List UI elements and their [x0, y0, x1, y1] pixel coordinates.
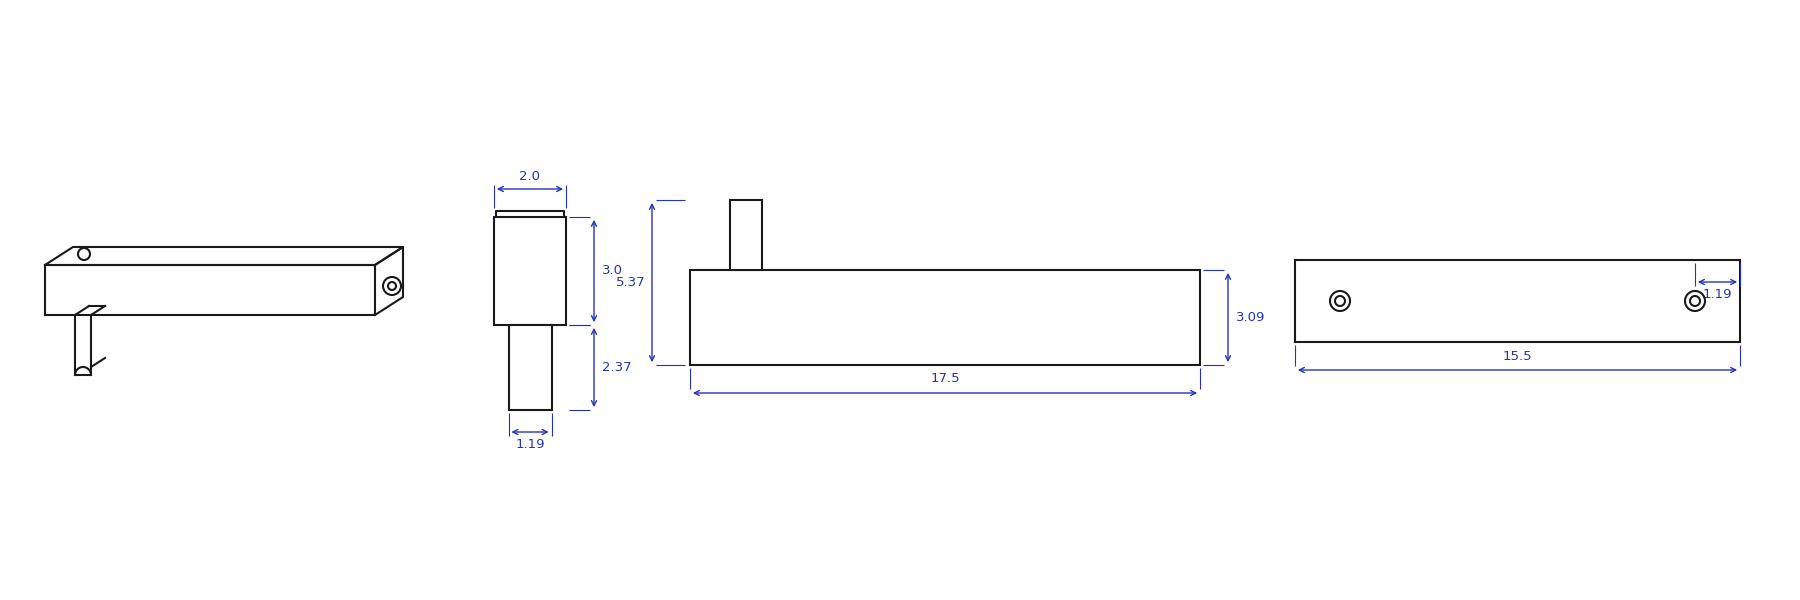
Text: 1.19: 1.19 [515, 439, 545, 451]
Bar [731, 200, 761, 270]
Text: 17.5: 17.5 [931, 373, 959, 385]
Bar [508, 325, 551, 410]
Text: 3.0: 3.0 [601, 265, 623, 277]
Text: 2.0: 2.0 [520, 169, 540, 182]
Text: 1.19: 1.19 [1703, 289, 1732, 301]
Bar [1294, 260, 1741, 342]
Text: 5.37: 5.37 [616, 276, 646, 289]
Bar [493, 217, 565, 325]
Text: 3.09: 3.09 [1237, 311, 1265, 324]
Bar [689, 270, 1201, 365]
Text: 15.5: 15.5 [1503, 349, 1532, 362]
Text: 2.37: 2.37 [601, 361, 632, 374]
